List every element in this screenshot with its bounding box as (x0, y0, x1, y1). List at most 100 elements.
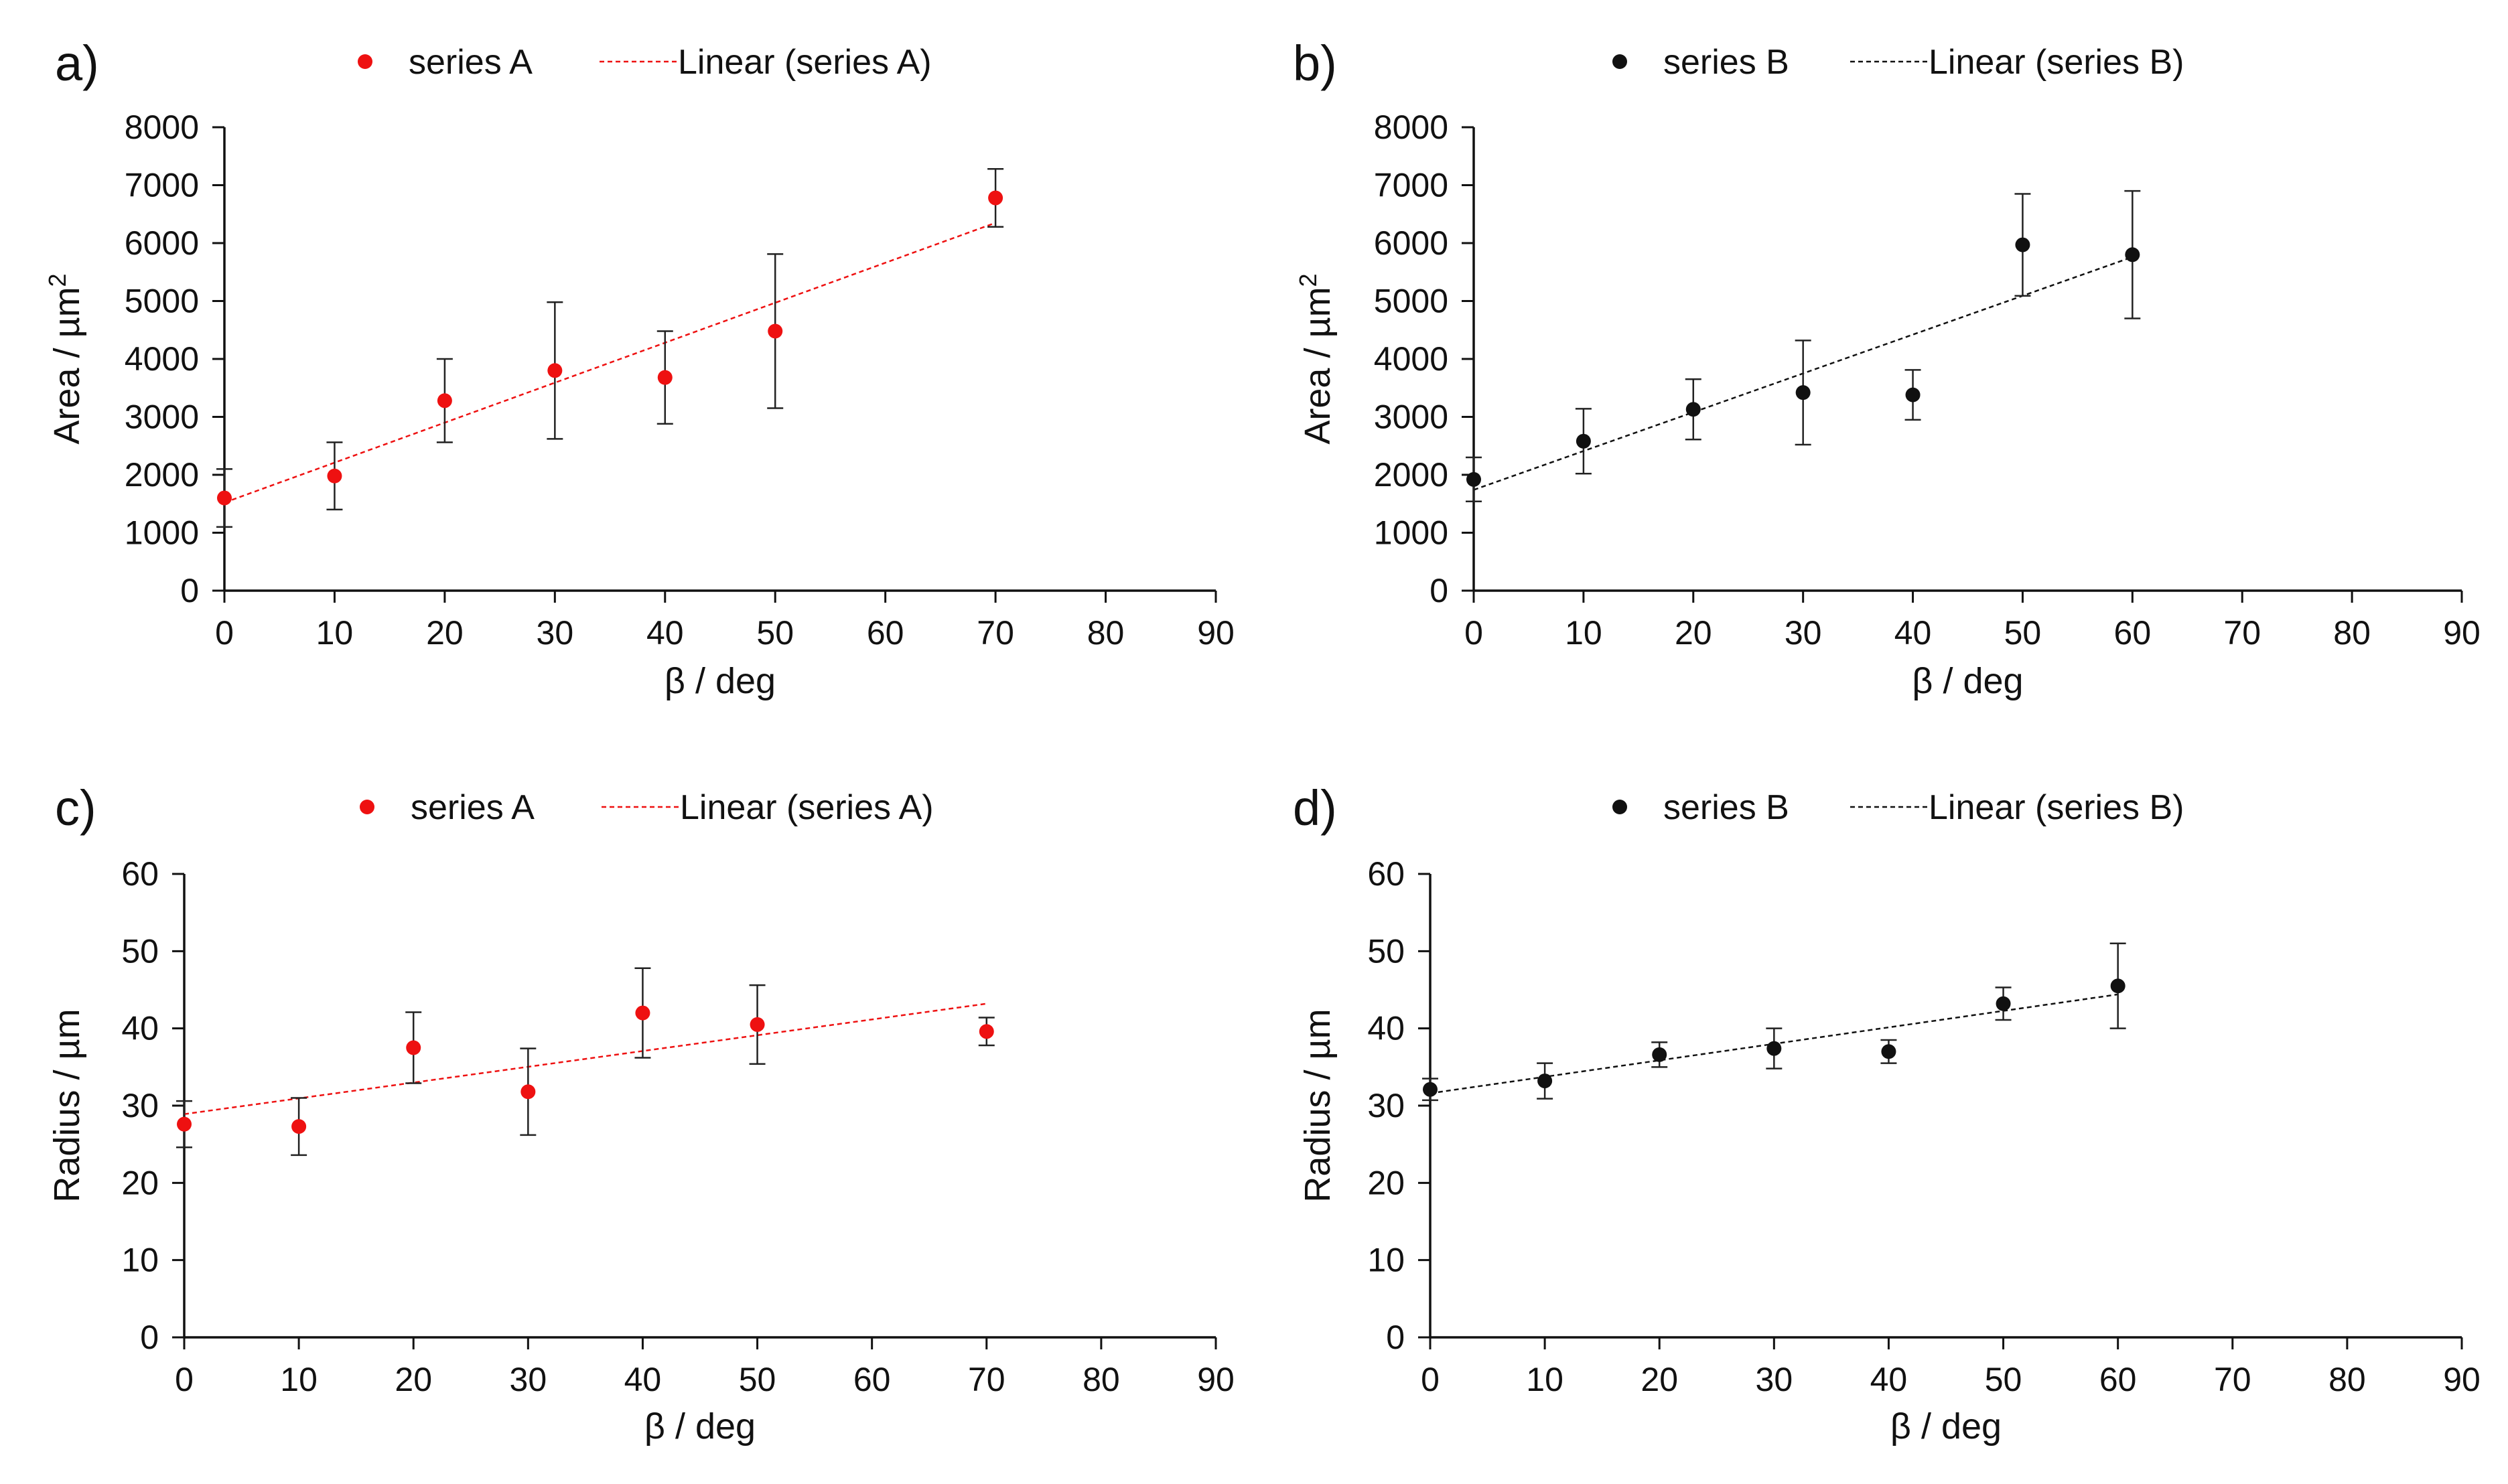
x-tick-label: 30 (1756, 1361, 1793, 1398)
legend-marker (360, 800, 374, 814)
data-point (1537, 1073, 1553, 1089)
x-tick-label: 90 (2443, 614, 2481, 652)
data-point (1881, 1044, 1896, 1059)
x-tick-label: 40 (1870, 1361, 1908, 1398)
x-tick-label: 30 (1785, 614, 1822, 652)
data-point (177, 1116, 192, 1132)
y-axis-title-superscript: 2 (44, 273, 71, 287)
x-tick-label: 10 (1526, 1361, 1563, 1398)
x-tick-label: 60 (2114, 614, 2152, 652)
y-axis-title-text: Radius / µm (1298, 1009, 1338, 1202)
y-tick-label: 6000 (125, 224, 199, 262)
y-axis-title: Area / µm2 (1294, 273, 1338, 444)
x-tick-label: 0 (215, 614, 234, 652)
y-tick-label: 0 (180, 572, 199, 609)
x-tick-label: 70 (2214, 1361, 2251, 1398)
x-tick-label: 0 (1421, 1361, 1440, 1398)
panel-label: b) (1293, 35, 1337, 91)
x-tick-label: 10 (1565, 614, 1602, 652)
data-point (1996, 996, 2011, 1011)
data-point (547, 363, 563, 378)
x-tick-label: 70 (977, 614, 1014, 652)
y-tick-label: 60 (121, 855, 159, 893)
legend-series-label: series B (1663, 788, 1789, 827)
x-tick-label: 50 (1985, 1361, 2022, 1398)
data-point (635, 1005, 650, 1021)
y-tick-label: 0 (140, 1319, 159, 1356)
legend-trend-label: Linear (series A) (678, 43, 932, 82)
x-tick-label: 70 (968, 1361, 1005, 1398)
x-tick-label: 60 (853, 1361, 891, 1398)
x-tick-label: 40 (624, 1361, 662, 1398)
x-tick-label: 50 (756, 614, 794, 652)
data-point (1905, 387, 1921, 402)
x-tick-label: 20 (1641, 1361, 1678, 1398)
y-axis-title-text: Area / µm (47, 287, 87, 444)
legend-series-label: series B (1663, 43, 1789, 82)
y-tick-label: 1000 (125, 514, 199, 552)
data-point (520, 1084, 536, 1100)
legend-marker (1612, 800, 1627, 814)
x-tick-label: 70 (2223, 614, 2261, 652)
panel-d: d) 0 10 20 30 40 50 60 70 80 90 0 10 20 30 40 50 60 β / de… (1293, 780, 2481, 1446)
y-axis-title-text: Radius / µm (47, 1009, 87, 1202)
y-tick-label: 8000 (125, 108, 199, 146)
x-tick-label: 30 (537, 614, 574, 652)
x-tick-label: 20 (395, 1361, 432, 1398)
y-tick-label: 50 (1367, 932, 1405, 970)
y-tick-label: 7000 (125, 167, 199, 204)
legend-marker (1612, 54, 1627, 69)
x-tick-label: 90 (1197, 614, 1235, 652)
x-tick-label: 80 (1087, 614, 1125, 652)
y-tick-label: 40 (1367, 1010, 1405, 1047)
x-tick-label: 60 (2099, 1361, 2137, 1398)
x-tick-label: 40 (646, 614, 684, 652)
data-point (768, 323, 783, 339)
y-tick-label: 5000 (1374, 283, 1448, 320)
x-tick-label: 0 (1464, 614, 1483, 652)
data-point (2125, 247, 2140, 263)
legend-trend-label: Linear (series A) (680, 788, 934, 827)
y-tick-label: 2000 (1374, 456, 1448, 494)
panel-b: b) 0 10 20 30 40 50 60 70 80 90 0 1000 2000 3000 4000 50… (1293, 35, 2481, 701)
x-tick-label: 10 (280, 1361, 318, 1398)
legend-trend-label: Linear (series B) (1929, 788, 2184, 827)
y-tick-label: 7000 (1374, 167, 1448, 204)
x-tick-label: 20 (1675, 614, 1712, 652)
x-tick-label: 80 (1083, 1361, 1120, 1398)
y-axis-title-text: Area / µm (1298, 287, 1338, 444)
data-point (406, 1040, 421, 1055)
y-tick-label: 1000 (1374, 514, 1448, 552)
x-tick-label: 50 (2004, 614, 2042, 652)
y-tick-label: 10 (121, 1242, 159, 1279)
x-tick-label: 90 (2443, 1361, 2481, 1398)
data-point (1766, 1041, 1782, 1056)
y-tick-label: 60 (1367, 855, 1405, 893)
x-tick-label: 50 (739, 1361, 776, 1398)
data-point (1795, 385, 1811, 400)
y-tick-label: 3000 (1374, 398, 1448, 436)
panel-c: c) 0 10 20 30 40 50 60 70 80 90 0 10 20 30 40 50 60 β / de… (47, 780, 1235, 1446)
y-tick-label: 4000 (125, 340, 199, 378)
x-tick-label: 30 (510, 1361, 547, 1398)
x-tick-label: 80 (2328, 1361, 2366, 1398)
trendline (224, 222, 996, 504)
data-point (2015, 237, 2030, 252)
trendline (184, 1003, 987, 1115)
x-axis-title: β / deg (1912, 661, 2023, 701)
y-tick-label: 3000 (125, 398, 199, 436)
y-tick-label: 5000 (125, 283, 199, 320)
panel-label: a) (55, 35, 99, 91)
y-tick-label: 4000 (1374, 340, 1448, 378)
legend-series-label: series A (409, 43, 533, 82)
y-tick-label: 10 (1367, 1242, 1405, 1279)
data-point (437, 393, 452, 409)
y-tick-label: 2000 (125, 456, 199, 494)
y-tick-label: 0 (1430, 572, 1448, 609)
legend-marker (358, 54, 372, 69)
x-tick-label: 10 (316, 614, 354, 652)
y-tick-label: 20 (121, 1164, 159, 1201)
x-tick-label: 90 (1197, 1361, 1235, 1398)
panel-a: a) 0 10 20 30 40 50 60 70 80 90 0 1000 2000 3000 4000 50… (44, 35, 1235, 701)
